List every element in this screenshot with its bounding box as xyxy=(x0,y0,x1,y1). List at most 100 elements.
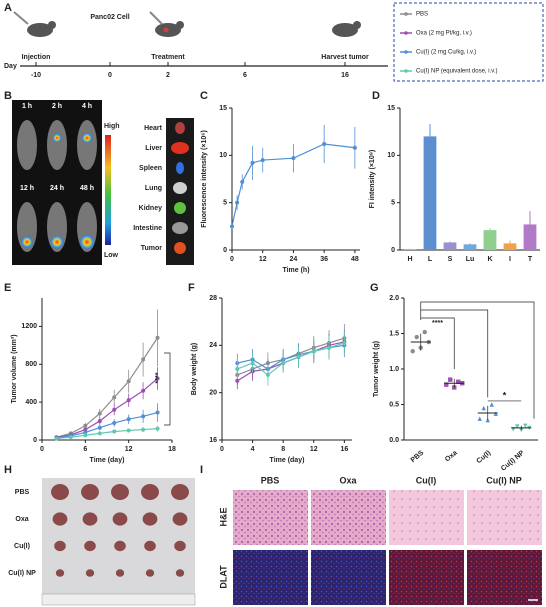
point xyxy=(155,376,160,381)
time-label: 4 h xyxy=(82,103,92,110)
panel-letter: A xyxy=(4,2,12,14)
x-tick-label: 8 xyxy=(281,446,285,453)
day-value: 2 xyxy=(166,72,170,79)
organ-label: Heart xyxy=(144,125,163,132)
y-tick-label: 15 xyxy=(387,105,395,112)
column-label: Cu(I) xyxy=(416,475,437,485)
point xyxy=(83,430,88,435)
time-label: 1 h xyxy=(22,103,32,110)
point xyxy=(523,423,528,428)
column-label: PBS xyxy=(261,475,280,485)
tumor xyxy=(114,540,126,552)
x-tick-label: Lu xyxy=(466,256,475,263)
y-tick-label: 5 xyxy=(223,200,227,207)
panel-letter: D xyxy=(372,90,380,102)
point xyxy=(126,379,131,384)
organ xyxy=(171,142,189,154)
x-tick-label: Oxa xyxy=(444,450,459,464)
tumor xyxy=(84,540,96,552)
point xyxy=(54,436,59,441)
x-tick-label: Cu(I) xyxy=(476,450,493,466)
point xyxy=(327,345,332,350)
point xyxy=(112,429,117,434)
organ-label: Spleen xyxy=(139,165,162,172)
time-label: 48 h xyxy=(80,185,94,192)
organ-label: Lung xyxy=(145,185,162,192)
column-label: Oxa xyxy=(339,475,357,485)
organ xyxy=(174,242,186,254)
x-tick-label: S xyxy=(448,256,453,263)
bar xyxy=(523,224,537,250)
x-tick-label: 0 xyxy=(40,446,44,453)
tumor xyxy=(55,569,65,577)
point xyxy=(410,349,415,354)
point xyxy=(414,334,419,340)
point xyxy=(448,377,453,382)
y-axis-label: Tumor volume (mm³) xyxy=(11,334,18,403)
point xyxy=(141,427,146,432)
x-tick-label: H xyxy=(407,256,412,263)
organ xyxy=(172,222,188,234)
mouse-body xyxy=(17,120,37,170)
point xyxy=(250,160,255,165)
bar xyxy=(463,244,477,250)
x-tick-label: T xyxy=(528,256,533,263)
legend-marker xyxy=(404,31,408,35)
x-tick-label: 36 xyxy=(320,256,328,263)
significance: **** xyxy=(432,320,443,327)
row-label: Oxa xyxy=(15,516,28,523)
time-label: 12 h xyxy=(20,185,34,192)
column-label: Cu(I) NP xyxy=(486,475,522,485)
tumor xyxy=(112,512,128,526)
point xyxy=(83,427,88,432)
y-tick-label: 1.0 xyxy=(389,366,399,373)
point xyxy=(141,414,146,419)
x-tick-label: 6 xyxy=(83,446,87,453)
point xyxy=(97,419,102,424)
legend-marker xyxy=(404,50,408,54)
y-tick-label: 0 xyxy=(33,437,37,444)
y-tick-label: 2.0 xyxy=(389,295,399,302)
organ xyxy=(174,202,186,214)
he-image xyxy=(467,490,542,545)
signal xyxy=(52,133,62,143)
scale-low: Low xyxy=(104,252,119,259)
y-tick-label: 1.5 xyxy=(389,330,399,337)
y-tick-label: 800 xyxy=(25,361,37,368)
scale-high: High xyxy=(104,123,120,130)
point xyxy=(235,378,240,383)
point xyxy=(477,416,482,421)
point xyxy=(97,411,102,416)
time-label: 2 h xyxy=(52,103,62,110)
row-label: Cu(I) xyxy=(14,543,30,550)
y-tick-label: 1200 xyxy=(21,323,37,330)
y-tick-label: 20 xyxy=(209,390,217,397)
signal xyxy=(79,234,95,250)
x-tick-label: 24 xyxy=(290,256,298,263)
point xyxy=(97,425,102,430)
y-tick-label: 0 xyxy=(391,247,395,254)
organ-label: Tumor xyxy=(141,245,163,252)
series-line xyxy=(56,411,158,439)
bar xyxy=(503,243,517,250)
x-axis-label: Time (h) xyxy=(282,267,309,274)
panel-letter: F xyxy=(188,282,195,294)
legend-marker xyxy=(404,12,408,16)
imaging-art xyxy=(12,100,194,265)
tumor xyxy=(145,569,155,577)
series-line xyxy=(237,342,345,376)
panel-letter: E xyxy=(4,282,11,294)
y-axis-label: FI intensity (×10⁸) xyxy=(369,150,376,209)
point xyxy=(352,145,357,150)
legend-box xyxy=(393,2,544,82)
point xyxy=(342,340,347,345)
series-line xyxy=(56,378,158,439)
organ xyxy=(176,162,184,174)
organ-label: Kidney xyxy=(139,205,162,212)
point xyxy=(230,224,234,229)
significance: * xyxy=(503,390,507,400)
he-image xyxy=(311,490,386,545)
sig-bracket xyxy=(164,352,171,426)
x-tick-label: 18 xyxy=(168,446,176,453)
event-label: Panc02 Cell xyxy=(90,14,129,21)
